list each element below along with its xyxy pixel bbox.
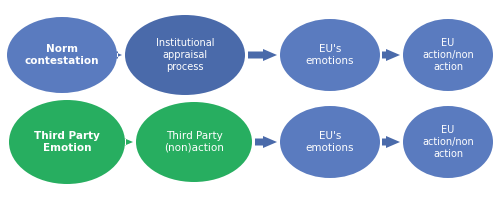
Text: EU
action/non
action: EU action/non action [422,125,474,159]
FancyArrow shape [108,49,122,61]
Text: EU
action/non
action: EU action/non action [422,38,474,72]
Ellipse shape [125,15,245,95]
Text: Third Party
Emotion: Third Party Emotion [34,131,100,153]
FancyArrow shape [119,136,133,148]
Ellipse shape [403,19,493,91]
Ellipse shape [280,106,380,178]
Ellipse shape [280,19,380,91]
Ellipse shape [9,100,125,184]
Text: EU's
emotions: EU's emotions [306,131,354,153]
FancyArrow shape [382,136,400,148]
FancyArrow shape [248,49,277,61]
Text: Institutional
appraisal
process: Institutional appraisal process [156,38,214,72]
Text: Third Party
(non)action: Third Party (non)action [164,131,224,153]
Text: EU's
emotions: EU's emotions [306,44,354,66]
FancyArrow shape [382,49,400,61]
Ellipse shape [7,17,117,93]
Ellipse shape [403,106,493,178]
Text: Norm
contestation: Norm contestation [25,44,99,66]
Ellipse shape [136,102,252,182]
FancyArrow shape [255,136,277,148]
